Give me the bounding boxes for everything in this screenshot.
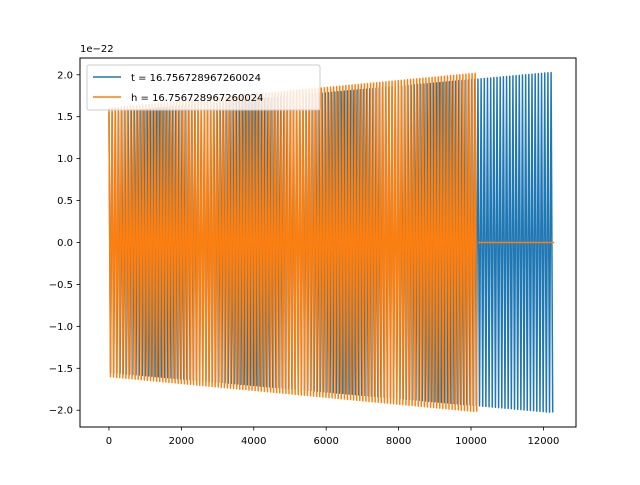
y-tick-label: 0.5 [57, 196, 73, 207]
legend-label-t: t = 16.756728967260024 [131, 73, 261, 84]
series-layer [108, 71, 555, 413]
x-tick-label: 6000 [313, 436, 338, 447]
x-tick-label: 2000 [169, 436, 194, 447]
y-tick-label: 1.0 [57, 154, 73, 165]
y-tick-label: −1.5 [49, 364, 73, 375]
y-tick-label: −0.5 [49, 280, 73, 291]
legend: t = 16.756728967260024 h = 16.7567289672… [86, 64, 321, 111]
x-tick-label: 8000 [386, 436, 411, 447]
x-tick-label: 10000 [455, 436, 487, 447]
x-tick-label: 0 [106, 436, 112, 447]
y-tick-label: 0.0 [57, 238, 73, 249]
legend-label-h: h = 16.756728967260024 [131, 93, 263, 104]
y-tick-label: −1.0 [49, 322, 73, 333]
series-line-1 [108, 72, 555, 413]
legend-box [86, 64, 321, 111]
x-axis: 0 2000 4000 6000 8000 10000 12000 [106, 427, 560, 447]
y-tick-label: 1.5 [57, 112, 73, 123]
y-tick-label: 2.0 [57, 70, 73, 81]
y-axis: −2.0 −1.5 −1.0 −0.5 0.0 0.5 1.0 1.5 2.0 [49, 70, 80, 417]
y-offset-label: 1e−22 [80, 44, 114, 55]
x-tick-label: 12000 [528, 436, 560, 447]
y-tick-label: −2.0 [49, 406, 73, 417]
x-tick-label: 4000 [241, 436, 266, 447]
